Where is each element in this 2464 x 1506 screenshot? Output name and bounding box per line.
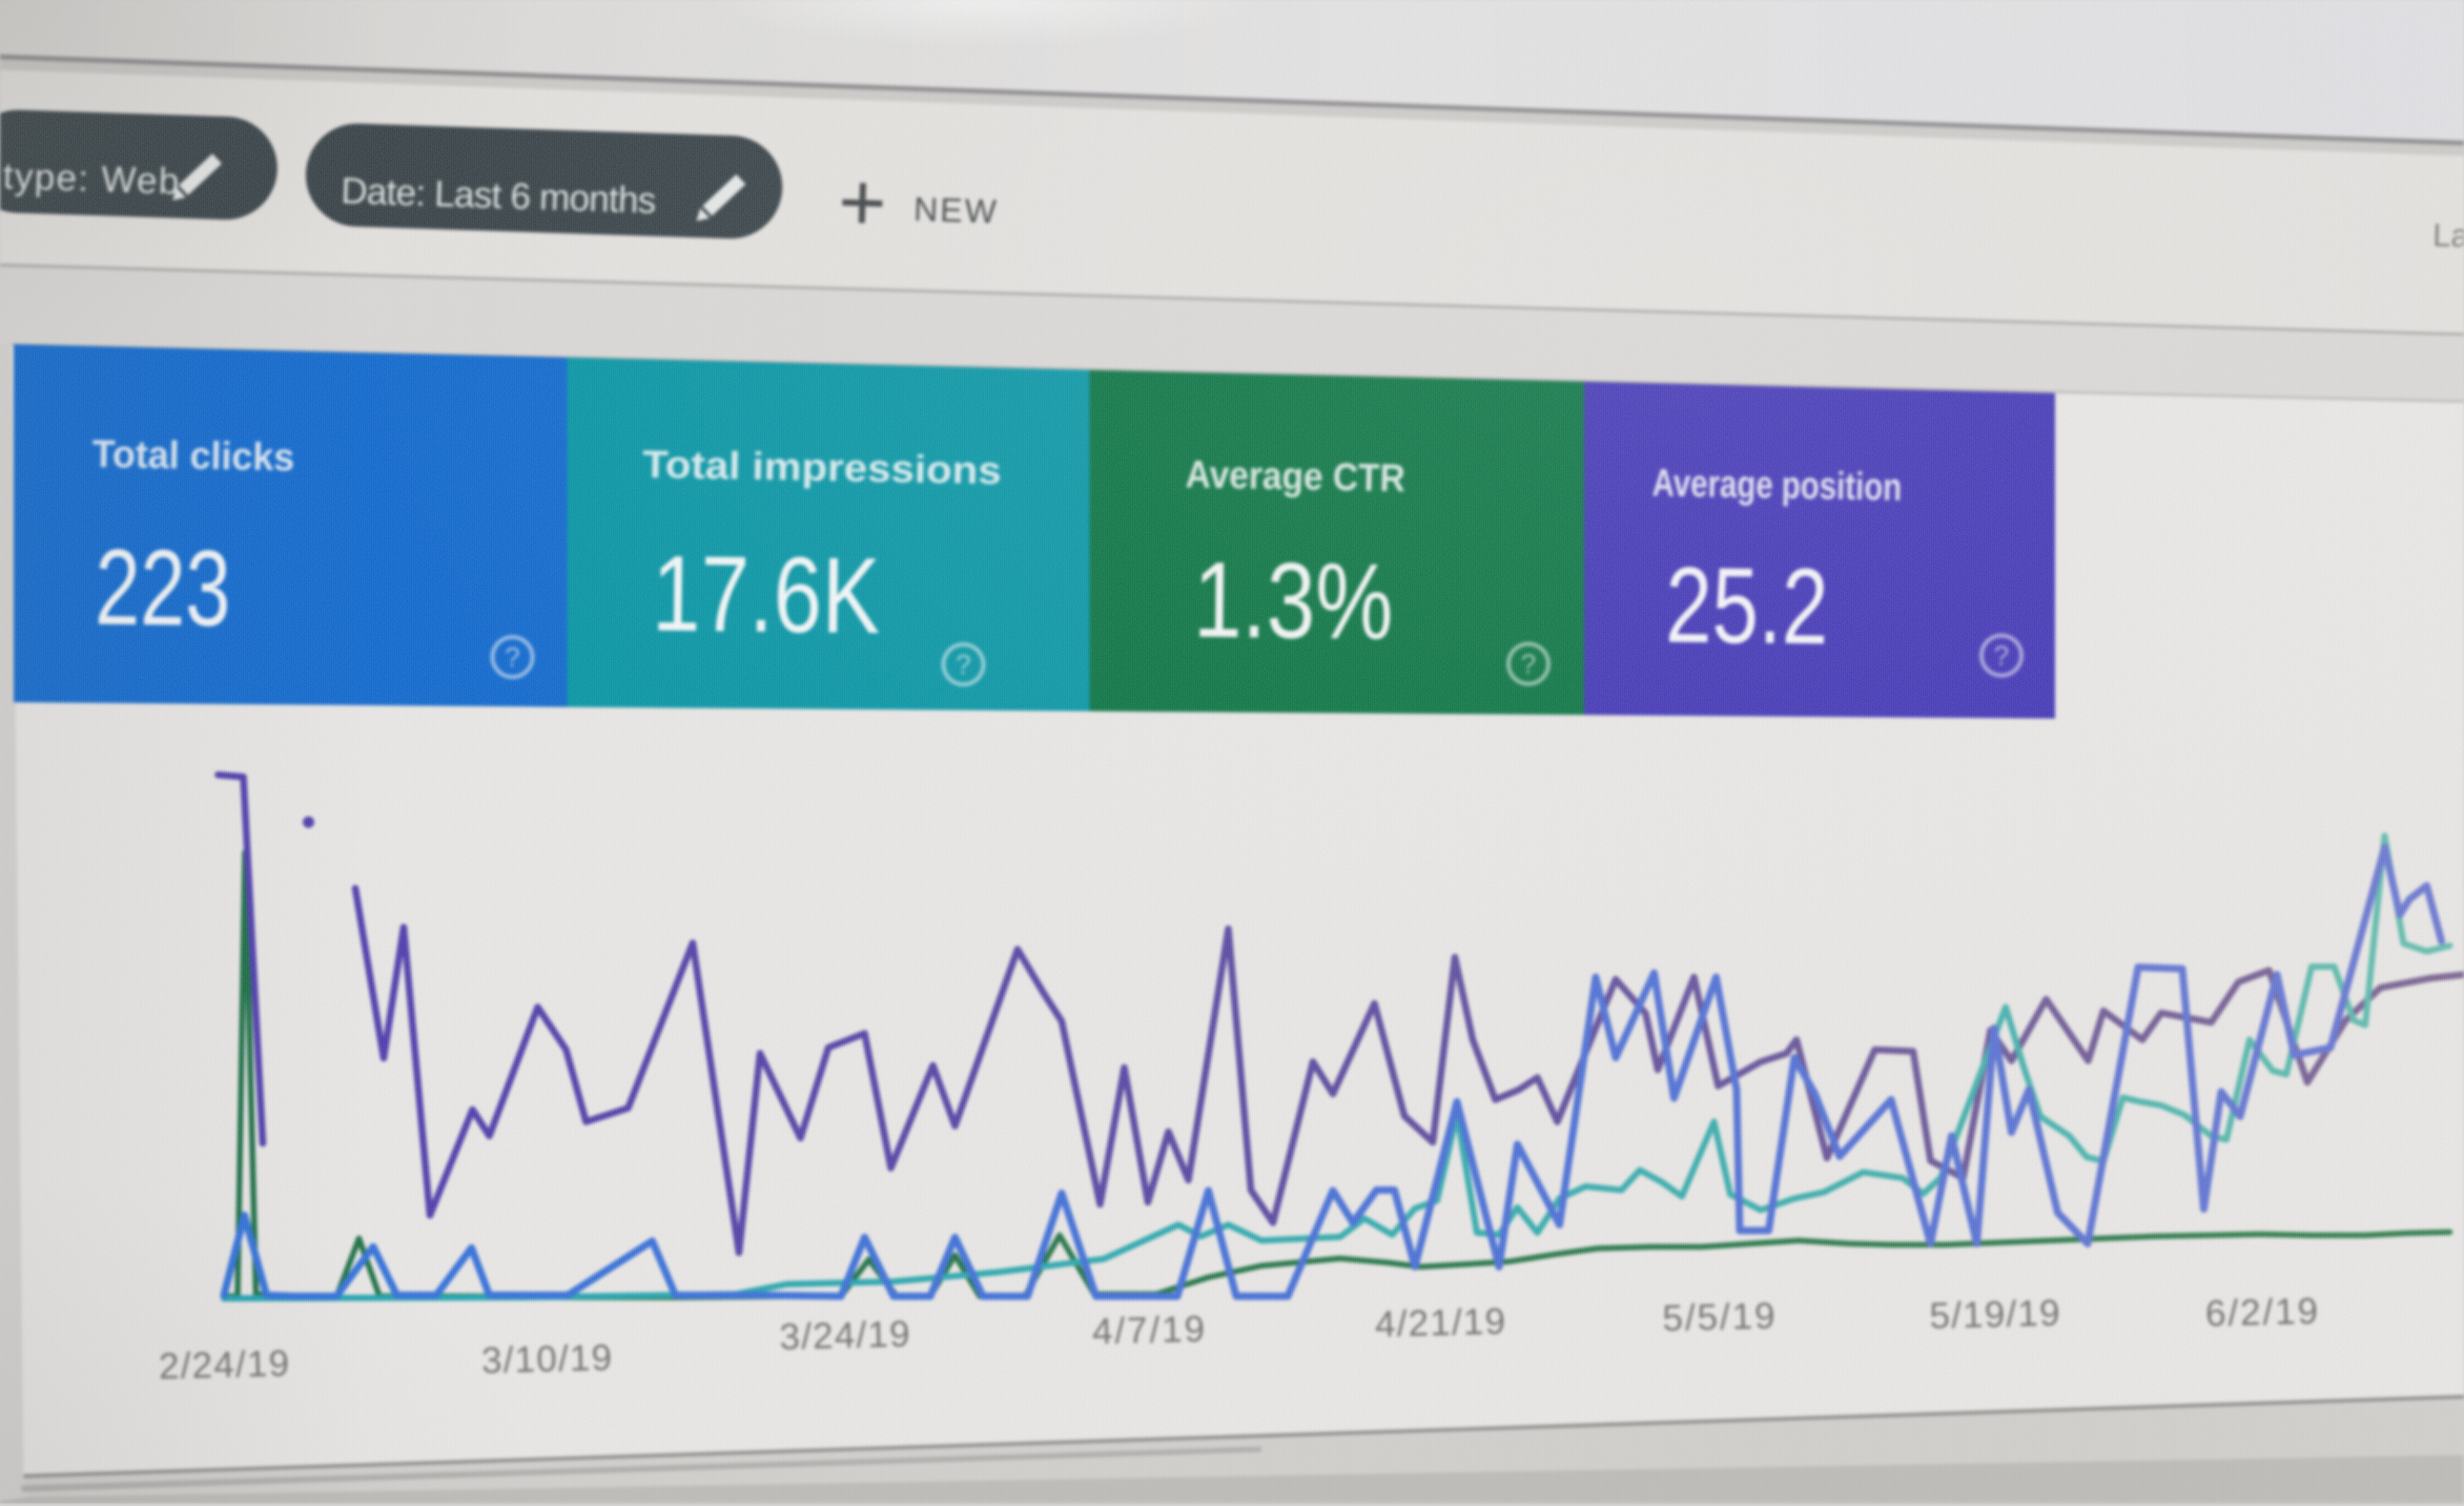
svg-text:?: ? xyxy=(1521,649,1536,680)
svg-text:25.2: 25.2 xyxy=(1665,545,1829,667)
svg-text:4/21/19: 4/21/19 xyxy=(1374,1300,1506,1345)
svg-text:3/10/19: 3/10/19 xyxy=(481,1337,612,1381)
svg-text:223: 223 xyxy=(94,527,231,649)
svg-text:1.3%: 1.3% xyxy=(1193,539,1394,662)
svg-text:type: Web: type: Web xyxy=(3,155,180,202)
svg-text:?: ? xyxy=(1994,641,2009,671)
svg-text:?: ? xyxy=(956,650,971,680)
svg-text:?: ? xyxy=(505,642,520,673)
svg-text:2/24/19: 2/24/19 xyxy=(158,1343,290,1387)
svg-text:La: La xyxy=(2432,217,2464,254)
svg-text:17.6K: 17.6K xyxy=(651,533,881,656)
svg-text:NEW: NEW xyxy=(913,190,999,230)
svg-text:Total impressions: Total impressions xyxy=(642,442,1002,493)
svg-text:Average position: Average position xyxy=(1652,460,1902,509)
svg-text:5/19/19: 5/19/19 xyxy=(1929,1292,2060,1336)
svg-text:Total clicks: Total clicks xyxy=(92,432,295,479)
svg-text:3/24/19: 3/24/19 xyxy=(779,1313,910,1357)
svg-text:Average CTR: Average CTR xyxy=(1185,452,1405,500)
